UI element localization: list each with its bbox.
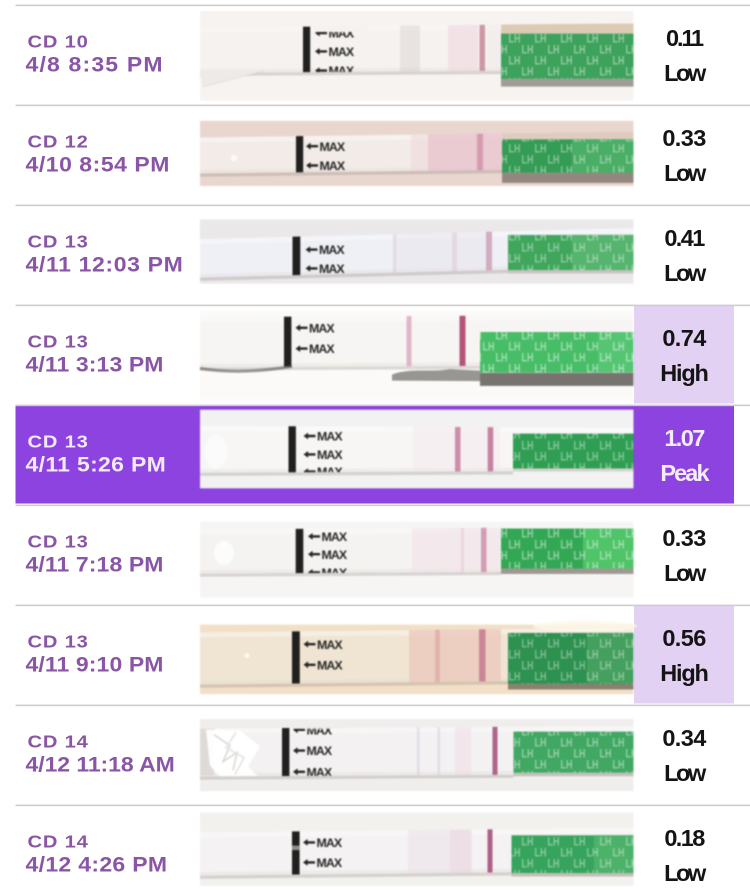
svg-text:MAX: MAX	[317, 448, 343, 462]
svg-text:4/11 7:18 PM: 4/11 7:18 PM	[26, 552, 164, 576]
svg-text:MAX: MAX	[320, 140, 346, 154]
svg-text:4/11 5:26 PM: 4/11 5:26 PM	[26, 452, 167, 476]
svg-text:4/11 3:13 PM: 4/11 3:13 PM	[26, 352, 164, 376]
svg-text:CD 12: CD 12	[28, 133, 89, 153]
svg-text:4/8 8:35 PM: 4/8 8:35 PM	[26, 52, 164, 76]
svg-text:CD 10: CD 10	[28, 33, 89, 53]
svg-text:MAX: MAX	[317, 658, 343, 672]
svg-text:0.11: 0.11	[666, 25, 704, 51]
svg-text:High: High	[660, 360, 707, 386]
svg-text:Low: Low	[664, 60, 707, 86]
svg-text:MAX: MAX	[317, 856, 343, 870]
svg-text:4/11 12:03 PM: 4/11 12:03 PM	[26, 252, 184, 276]
svg-text:CD 13: CD 13	[28, 433, 89, 453]
svg-text:MAX: MAX	[309, 342, 335, 356]
svg-text:Low: Low	[664, 860, 707, 886]
svg-text:MAX: MAX	[307, 744, 333, 758]
svg-text:MAX: MAX	[317, 638, 343, 652]
svg-text:Peak: Peak	[660, 460, 710, 486]
svg-text:MAX: MAX	[319, 243, 345, 257]
svg-text:CD 14: CD 14	[28, 733, 89, 753]
svg-text:High: High	[660, 660, 707, 686]
svg-text:MAX: MAX	[317, 430, 343, 444]
svg-text:CD 13: CD 13	[28, 233, 89, 253]
svg-text:1.07: 1.07	[664, 425, 705, 451]
svg-text:0.56: 0.56	[662, 625, 706, 651]
svg-text:0.41: 0.41	[664, 225, 705, 251]
svg-text:Low: Low	[664, 160, 707, 186]
svg-text:0.18: 0.18	[664, 825, 705, 851]
svg-text:MAX: MAX	[320, 159, 346, 173]
svg-text:MAX: MAX	[319, 262, 345, 276]
svg-text:MAX: MAX	[322, 530, 348, 544]
svg-text:MAX: MAX	[317, 836, 343, 850]
svg-text:CD 14: CD 14	[28, 833, 89, 853]
svg-text:MAX: MAX	[309, 321, 335, 335]
svg-text:CD 13: CD 13	[28, 333, 89, 353]
svg-text:MAX: MAX	[317, 465, 343, 479]
svg-text:MAX: MAX	[307, 765, 333, 779]
svg-text:4/10 8:54 PM: 4/10 8:54 PM	[26, 152, 170, 176]
svg-text:0.74: 0.74	[662, 325, 706, 351]
svg-text:0.34: 0.34	[662, 725, 706, 751]
svg-text:0.33: 0.33	[662, 125, 706, 151]
svg-text:4/11 9:10 PM: 4/11 9:10 PM	[26, 652, 164, 676]
svg-text:Low: Low	[664, 560, 707, 586]
svg-text:4/12 11:18 AM: 4/12 11:18 AM	[26, 752, 175, 776]
svg-text:CD 13: CD 13	[28, 633, 89, 653]
svg-text:MAX: MAX	[329, 45, 355, 59]
svg-text:4/12 4:26 PM: 4/12 4:26 PM	[26, 852, 168, 876]
svg-text:Low: Low	[664, 260, 707, 286]
svg-text:0.33: 0.33	[662, 525, 706, 551]
svg-text:CD 13: CD 13	[28, 533, 89, 553]
svg-text:MAX: MAX	[322, 548, 348, 562]
svg-text:MAX: MAX	[329, 64, 355, 78]
svg-text:MAX: MAX	[307, 723, 333, 737]
svg-text:Low: Low	[664, 760, 707, 786]
svg-text:MAX: MAX	[322, 566, 348, 580]
